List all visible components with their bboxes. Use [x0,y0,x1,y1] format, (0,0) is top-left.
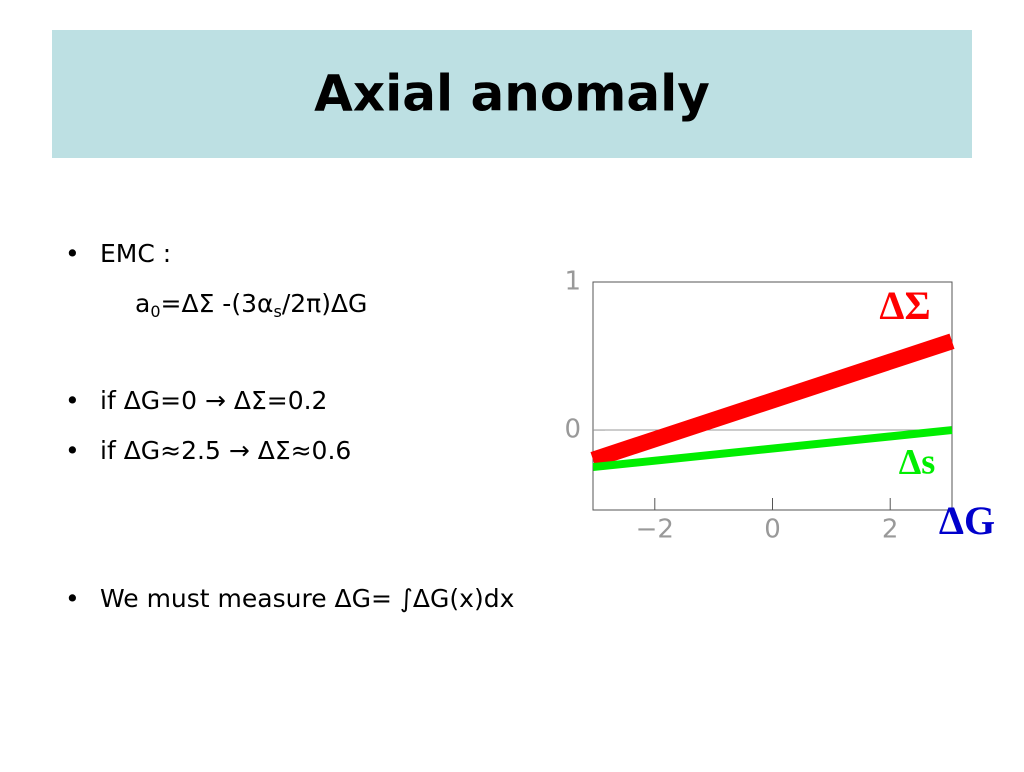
formula: a0=ΔΣ -(3αs/2π)ΔG [135,289,367,321]
y-tick-label: 0 [564,415,581,445]
bullet-dot: • [65,386,80,415]
x-tick-label: 0 [764,515,781,545]
slide-title: Axial anomaly [314,65,710,123]
bullet-dot: • [65,239,80,268]
x-axis-label: ΔG [939,498,995,543]
formula-part: =ΔΣ -(3α [161,289,274,318]
series-line [592,426,953,472]
title-band [52,30,972,158]
x-tick-label: 2 [882,515,899,545]
y-tick-label: 1 [564,267,581,297]
bullet-dot: • [65,436,80,465]
formula-part: a [135,289,150,318]
bullet-text: if ΔG≈2.5 → ΔΣ≈0.6 [100,436,351,465]
series-line [590,333,955,468]
formula-part: /2π)ΔG [282,289,368,318]
bullet-dot: • [65,584,80,613]
formula-sub: 0 [150,302,160,321]
bullet-text: EMC : [100,239,171,268]
x-tick-label: −2 [636,515,674,545]
series-label: ΔΣ [879,283,930,328]
bullet-text: if ΔG=0 → ΔΣ=0.2 [100,386,327,415]
formula-sub: s [273,302,281,321]
bullet-text: We must measure ΔG= ∫ΔG(x)dx [100,584,514,613]
series-label: Δs [899,441,936,481]
